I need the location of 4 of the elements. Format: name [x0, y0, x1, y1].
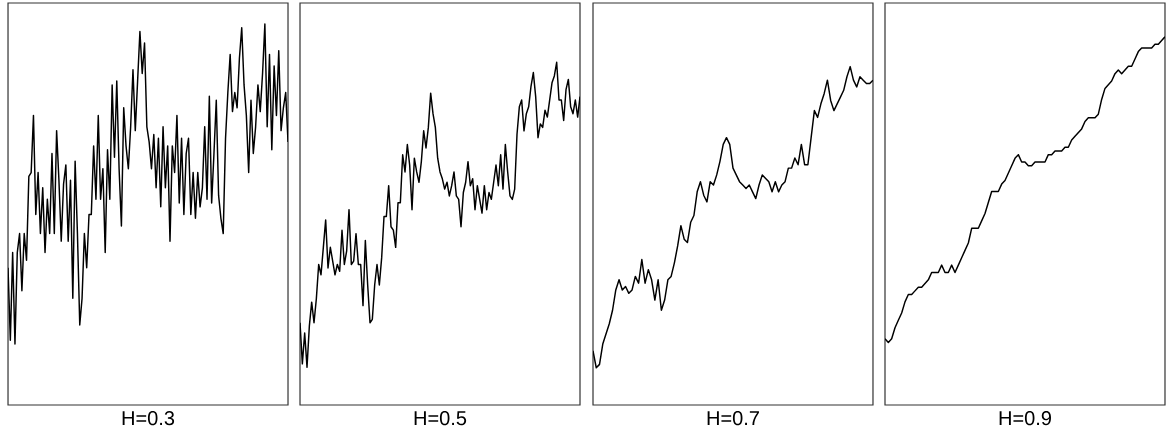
x-axis-title: H=0.5: [414, 411, 467, 426]
x-axis-title: H=0.7: [707, 411, 759, 426]
x-axis-title: H=0.3: [122, 411, 175, 426]
x-axis-title: H=0.9: [999, 411, 1051, 426]
